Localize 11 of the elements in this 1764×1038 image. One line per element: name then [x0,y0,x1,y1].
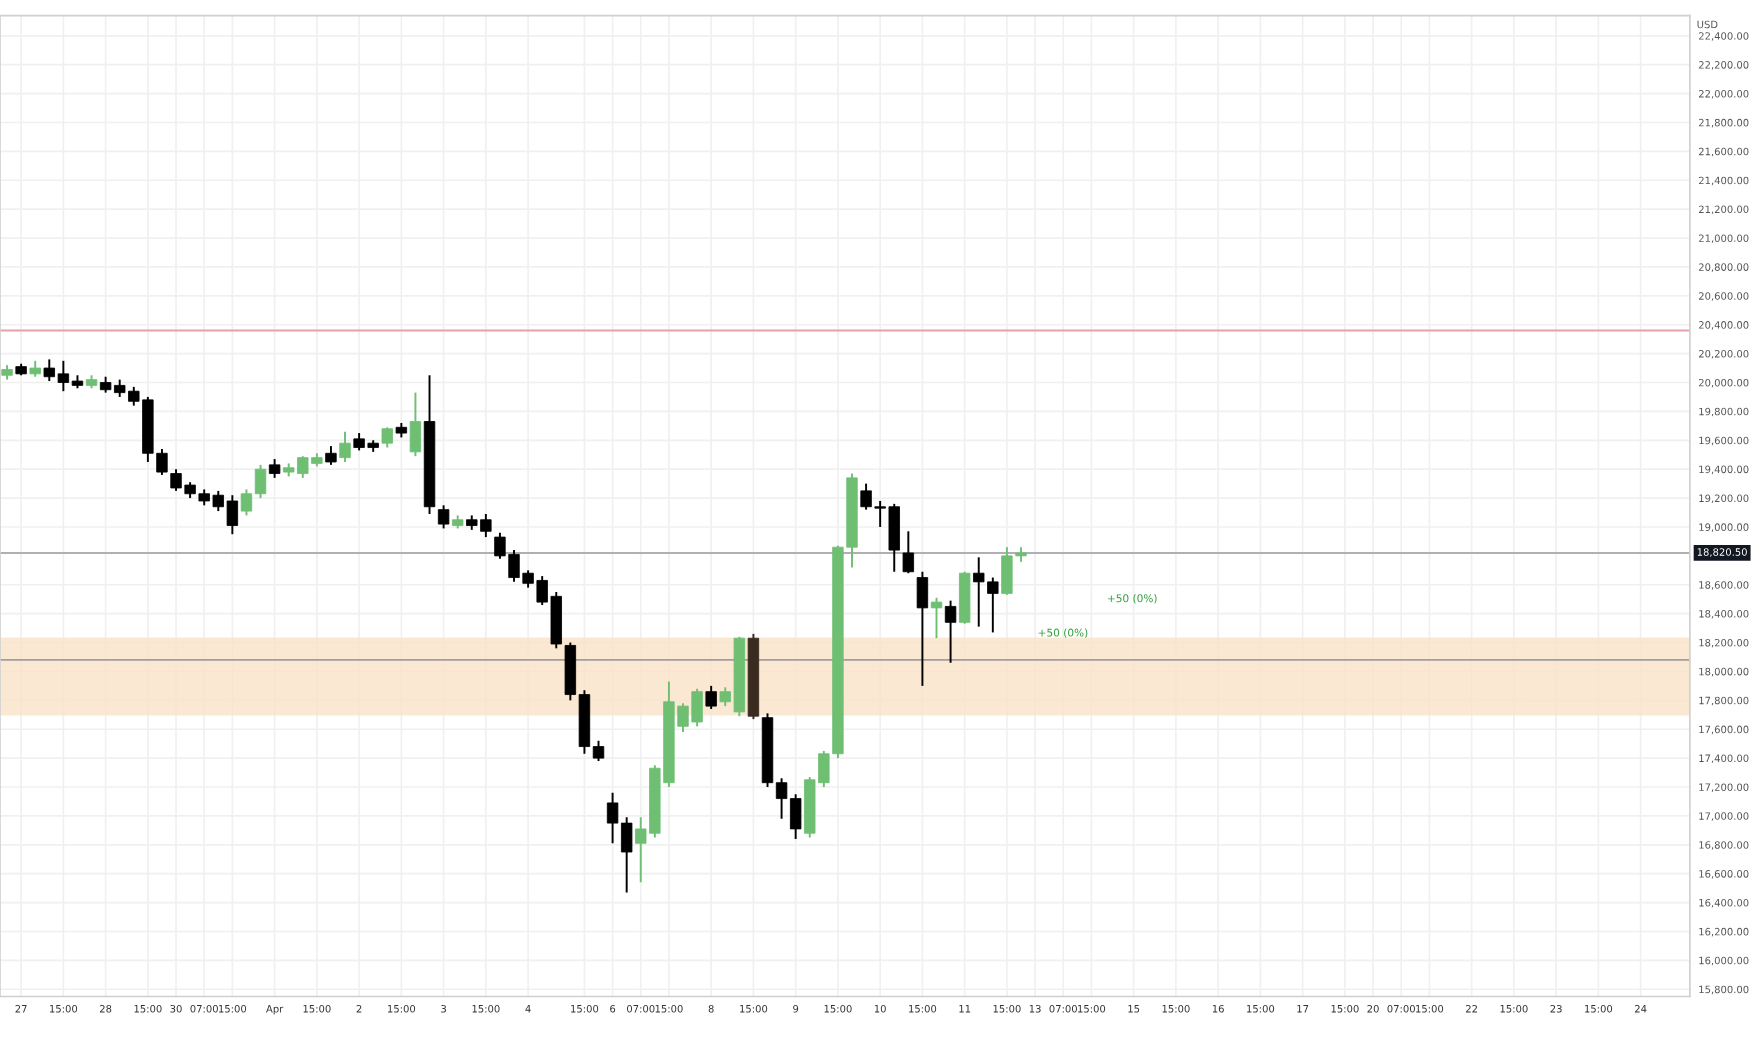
candlestick [930,596,943,640]
candlestick [409,391,422,458]
candlestick [339,430,351,463]
candlestick [437,504,450,530]
candlestick [916,570,929,687]
candlestick [381,426,393,449]
candlestick [705,684,717,710]
candlestick [325,445,337,466]
candlestick [268,458,281,479]
candlestick [944,599,957,664]
candlestick [902,530,915,575]
